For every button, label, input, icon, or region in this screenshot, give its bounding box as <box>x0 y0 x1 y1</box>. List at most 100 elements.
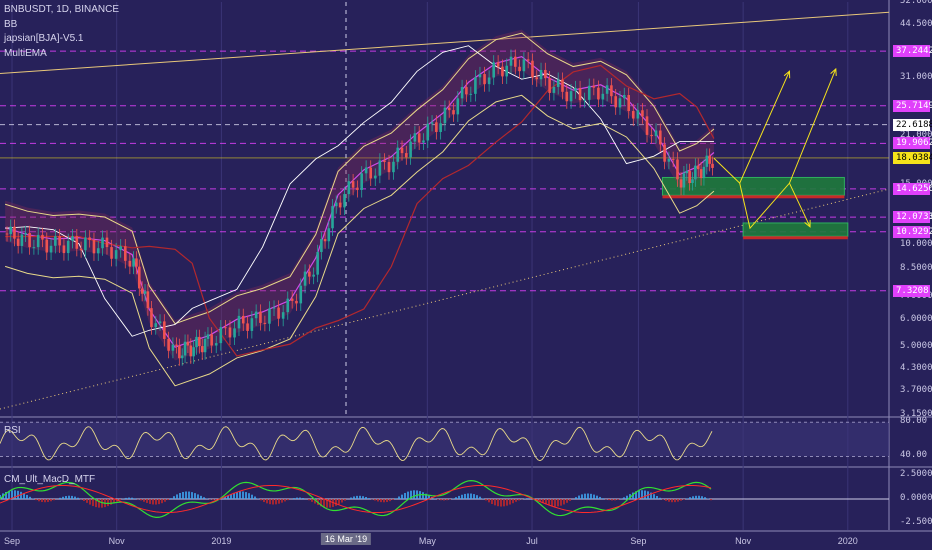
macd-histogram-bar <box>530 498 532 499</box>
macd-histogram-bar <box>410 490 412 499</box>
candle-body <box>16 238 20 246</box>
legend-multiema[interactable]: MultiEMA <box>4 48 47 59</box>
candle-body <box>552 86 556 93</box>
candle-body <box>343 194 346 208</box>
candle-body <box>426 123 430 141</box>
candle-body <box>469 93 473 95</box>
macd-histogram-bar <box>65 496 67 499</box>
candles-group <box>5 49 714 366</box>
bb-upper-band <box>4 32 715 325</box>
candle-body <box>62 245 66 254</box>
candle-body <box>224 327 227 329</box>
macd-signal-line <box>0 484 712 514</box>
macd-histogram-bar <box>188 491 190 499</box>
macd-histogram-bar <box>578 495 580 499</box>
macd-histogram-bar <box>686 498 688 499</box>
candle-body <box>483 74 486 85</box>
candle-body <box>347 181 351 195</box>
macd-tick-label: -2.5000 <box>900 517 932 528</box>
candle-body <box>163 321 166 339</box>
macd-histogram-bar <box>11 490 13 499</box>
candle-body <box>679 179 683 188</box>
macd-histogram-bar <box>638 490 640 499</box>
macd-histogram-bar <box>47 499 49 502</box>
macd-histogram-bar <box>359 495 361 499</box>
price-tick-label: 31.0000 <box>900 72 932 83</box>
candle-body <box>71 236 74 241</box>
rsi-pane-label[interactable]: RSI <box>4 425 21 436</box>
candle-body <box>535 77 539 80</box>
macd-histogram-bar <box>413 490 415 499</box>
macd-histogram-bar <box>593 494 595 499</box>
candle-body <box>460 87 464 99</box>
macd-histogram-bar <box>602 498 604 499</box>
macd-pane-label[interactable]: CM_Ult_MacD_MTF <box>4 474 96 485</box>
macd-histogram-bar <box>641 490 643 499</box>
macd-histogram-bar <box>311 499 313 502</box>
candle-body <box>373 175 377 179</box>
macd-histogram-bar <box>467 493 469 499</box>
candle-body <box>544 69 547 79</box>
candle-body <box>478 74 482 78</box>
candle-body <box>206 334 210 339</box>
macd-histogram-bar <box>422 492 424 499</box>
time-tick-label: Sep <box>630 536 647 546</box>
macd-histogram-bar <box>95 499 97 508</box>
macd-histogram-bar <box>443 499 445 501</box>
candle-body <box>430 122 434 124</box>
projection-arrowhead-path-b <box>830 67 837 76</box>
candle-body <box>435 122 438 132</box>
macd-histogram-bar <box>485 499 487 501</box>
macd-histogram-bar <box>581 494 583 499</box>
candle-body <box>400 147 404 154</box>
legend-bb[interactable]: BB <box>4 19 18 30</box>
upper-trendline <box>0 11 890 75</box>
candle-body <box>192 347 195 357</box>
macd-histogram-bar <box>689 497 691 499</box>
candle-body <box>128 260 132 267</box>
candle-body <box>356 187 359 190</box>
candle-body <box>505 65 509 77</box>
time-tick-label: May <box>418 536 436 546</box>
candle-body <box>9 226 13 235</box>
macd-histogram-bar <box>398 496 400 499</box>
macd-histogram-bar <box>179 492 181 499</box>
candle-body <box>645 116 649 135</box>
macd-histogram-bar <box>200 495 202 499</box>
macd-histogram-bar <box>518 499 520 501</box>
macd-tick-label: 2.5000 <box>900 468 932 479</box>
macd-histogram-bar <box>536 499 538 501</box>
macd-histogram-bar <box>473 494 475 499</box>
candle-body <box>351 181 355 188</box>
macd-histogram-bar <box>608 499 610 501</box>
candle-body <box>509 56 513 66</box>
macd-histogram-bar <box>0 494 1 499</box>
candle-body <box>614 96 617 108</box>
macd-histogram-bar <box>74 496 76 499</box>
candle-body <box>49 245 53 253</box>
macd-histogram-bar <box>704 497 706 499</box>
macd-histogram-bar <box>365 497 367 499</box>
macd-histogram-bar <box>452 498 454 499</box>
macd-histogram-bar <box>368 498 370 499</box>
candle-body <box>682 173 686 188</box>
macd-histogram-bar <box>329 499 331 508</box>
legend-symbol[interactable]: BNBUSDT, 1D, BINANCE <box>4 4 120 15</box>
candle-body <box>522 59 526 72</box>
macd-histogram-bar <box>488 499 490 503</box>
candle-body <box>79 248 83 251</box>
candle-body <box>96 248 100 254</box>
candle-body <box>456 98 460 115</box>
macd-tick-label: 0.0000 <box>900 493 932 503</box>
macd-histogram-bar <box>506 499 508 506</box>
candle-body <box>114 250 118 259</box>
candle-body <box>369 167 373 179</box>
candle-body <box>263 322 267 324</box>
price-level-tag: 22.6188 <box>893 118 932 131</box>
target-zone-1 <box>742 222 849 237</box>
macd-histogram-bar <box>560 499 562 506</box>
legend-ichimoku[interactable]: japsian[BJA]-V5.1 <box>4 33 84 44</box>
macd-histogram-bar <box>224 496 226 499</box>
